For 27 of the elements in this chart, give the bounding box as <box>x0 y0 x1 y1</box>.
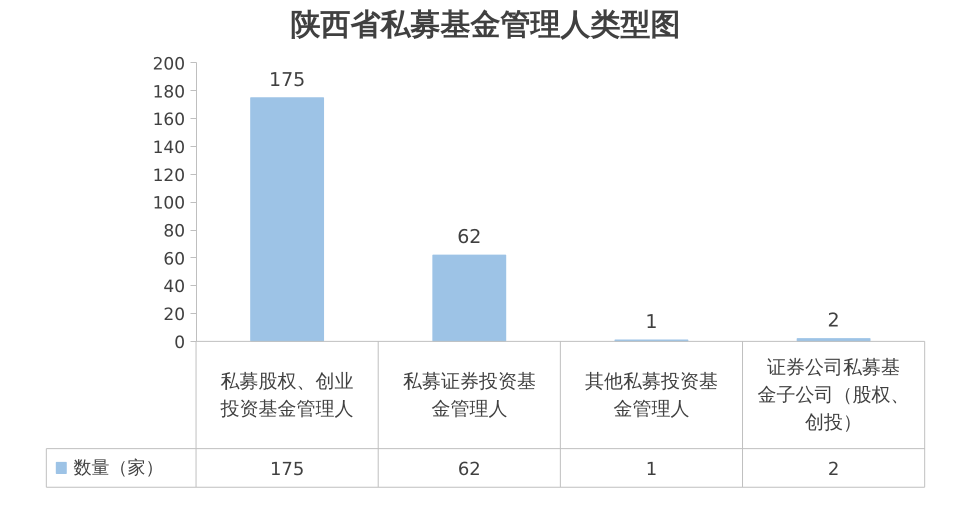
bar <box>432 254 506 342</box>
data-label: 1 <box>646 458 658 480</box>
text: 62 <box>457 226 482 248</box>
y-tick-label: 20 <box>163 305 186 326</box>
bar <box>250 97 324 342</box>
y-tick-label: 60 <box>163 249 186 270</box>
text: 175 <box>268 68 306 91</box>
y-tick-label: 140 <box>152 138 186 158</box>
x-tick-label: 私募股权、创业投资基金管理人 <box>220 370 354 420</box>
y-tick-label: 160 <box>152 110 186 130</box>
x-tick-label: 证券公司私募基金子公司（股权、创投） <box>758 356 910 434</box>
y-tick-label: 80 <box>163 222 186 242</box>
x-tick-label: 其他私募投资基金管理人 <box>584 370 718 420</box>
y-tick-label: 100 <box>152 194 186 214</box>
data-label: 62 <box>458 458 481 480</box>
chart-title: 陕西省私募基金管理人类型图 <box>290 8 680 42</box>
text: 1 <box>645 311 658 334</box>
data-label: 175 <box>270 458 304 480</box>
data-label: 2 <box>828 458 840 480</box>
y-tick-label: 120 <box>152 166 186 186</box>
legend-label: 数量（家） <box>73 457 164 478</box>
x-tick-label: 私募证券投资基金管理人 <box>402 370 536 420</box>
y-tick-label: 40 <box>163 277 186 298</box>
y-tick-label: 200 <box>152 54 186 74</box>
y-tick-label: 180 <box>152 82 186 102</box>
text: 2 <box>828 310 840 332</box>
y-tick-label: 0 <box>174 332 186 353</box>
